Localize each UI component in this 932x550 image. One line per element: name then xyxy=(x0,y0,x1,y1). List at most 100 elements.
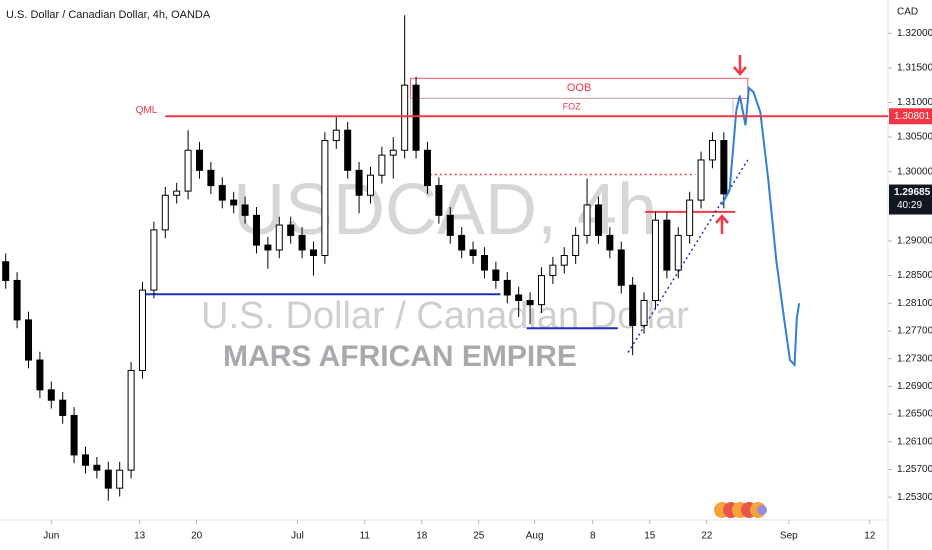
x-tick-label: Jul xyxy=(291,531,304,542)
y-tick-label: 1.31000 xyxy=(897,97,932,108)
candle-body xyxy=(252,214,260,246)
y-tick-label: 1.27300 xyxy=(897,353,932,364)
candle-body xyxy=(230,199,238,206)
y-tick-label: 1.26100 xyxy=(897,436,932,447)
y-tick-label: 1.30500 xyxy=(897,132,932,143)
countdown-label: 40:29 xyxy=(897,200,922,211)
candle-body xyxy=(594,204,602,236)
candle-body xyxy=(526,300,534,306)
candle-body xyxy=(423,149,431,187)
candle-body xyxy=(458,234,466,251)
x-tick-label: 20 xyxy=(191,531,203,542)
candle-body xyxy=(560,254,568,266)
candle-body xyxy=(389,149,397,156)
candle-body xyxy=(617,249,625,286)
watermark-author: MARS AFRICAN EMPIRE xyxy=(223,340,577,373)
candle-body xyxy=(469,249,477,256)
candle-body xyxy=(446,214,454,236)
watermark-name: U.S. Dollar / Canadian Dollar xyxy=(201,295,689,337)
x-tick-label: 22 xyxy=(701,531,713,542)
candle-body xyxy=(59,399,67,416)
x-tick-label: 15 xyxy=(644,531,656,542)
candle-body xyxy=(435,185,443,216)
qml-price-box xyxy=(889,108,932,125)
y-tick-label: 1.28500 xyxy=(897,270,932,281)
candle-body xyxy=(412,84,420,151)
candle-body xyxy=(606,234,614,251)
candle-body xyxy=(549,264,557,277)
arrow-down xyxy=(733,55,747,76)
x-tick-label: 12 xyxy=(864,531,876,542)
y-tick-label: 1.26500 xyxy=(897,409,932,420)
candle-body xyxy=(184,149,192,192)
y-tick-label: 1.26900 xyxy=(897,381,932,392)
candle-body xyxy=(503,279,511,296)
candle-body xyxy=(583,204,591,236)
candle-body xyxy=(70,414,78,456)
candle-body xyxy=(287,224,295,236)
y-tick-label: 1.30000 xyxy=(897,166,932,177)
watermark-symbol: USDCAD, 4h xyxy=(233,170,657,250)
candle-body xyxy=(2,261,10,281)
x-tick-label: 8 xyxy=(590,531,596,542)
qml-price-label: 1.30801 xyxy=(894,111,931,122)
zone-label: FOZ xyxy=(563,102,581,112)
candle-body xyxy=(104,469,112,489)
candle-body xyxy=(161,194,169,231)
candle-body xyxy=(47,389,55,401)
x-tick-label: 25 xyxy=(473,531,485,542)
candle-body xyxy=(640,300,648,326)
candle-body xyxy=(651,219,659,302)
candle-body xyxy=(629,284,637,326)
candle-body xyxy=(150,229,158,291)
y-tick-label: 1.29000 xyxy=(897,236,932,247)
last-price-box xyxy=(889,184,932,215)
y-tick-label: 1.25700 xyxy=(897,464,932,475)
candle-body xyxy=(572,234,580,256)
candle-body xyxy=(36,359,44,391)
y-tick-label: 1.31500 xyxy=(897,62,932,73)
candle-body xyxy=(298,234,306,251)
candle-body xyxy=(173,190,181,196)
x-tick-label: Jun xyxy=(43,531,59,542)
candle-body xyxy=(81,454,89,466)
last-price-label: 1.29685 xyxy=(894,187,931,198)
candle-body xyxy=(24,319,32,361)
candle-body xyxy=(93,464,101,471)
candle-body xyxy=(708,140,716,161)
candle-body xyxy=(674,234,682,271)
x-tick-label: 11 xyxy=(360,531,371,542)
candle-body xyxy=(241,204,249,216)
qml-label: QML xyxy=(136,105,158,116)
candle-body xyxy=(720,140,728,195)
y-tick-label: 1.25300 xyxy=(897,492,932,503)
candle-body xyxy=(309,249,317,256)
arrow-up xyxy=(715,214,729,234)
x-tick-label: 18 xyxy=(416,531,428,542)
y-tick-label: 1.27700 xyxy=(897,326,932,337)
x-tick-label: Sep xyxy=(780,531,798,542)
indicator-icons xyxy=(714,502,767,518)
candle-body xyxy=(138,289,146,371)
candle-body xyxy=(401,84,409,151)
candle-body xyxy=(537,275,545,306)
x-tick-label: Aug xyxy=(526,531,544,542)
candle-body xyxy=(275,224,283,251)
candle-body xyxy=(127,369,135,471)
y-tick-label: 1.32000 xyxy=(897,28,932,39)
candle-body xyxy=(195,149,203,171)
candle-body xyxy=(116,469,124,489)
candle-body xyxy=(686,199,694,236)
candle-body xyxy=(321,140,329,256)
currency: CAD xyxy=(897,7,918,18)
projection-line xyxy=(720,85,801,368)
candle-body xyxy=(492,269,500,281)
candle-body xyxy=(355,169,363,196)
candle-body xyxy=(697,159,705,201)
candle-body xyxy=(13,279,21,321)
chart-title: U.S. Dollar / Canadian Dollar, 4h, OANDA xyxy=(6,9,211,21)
candle-body xyxy=(207,169,215,187)
